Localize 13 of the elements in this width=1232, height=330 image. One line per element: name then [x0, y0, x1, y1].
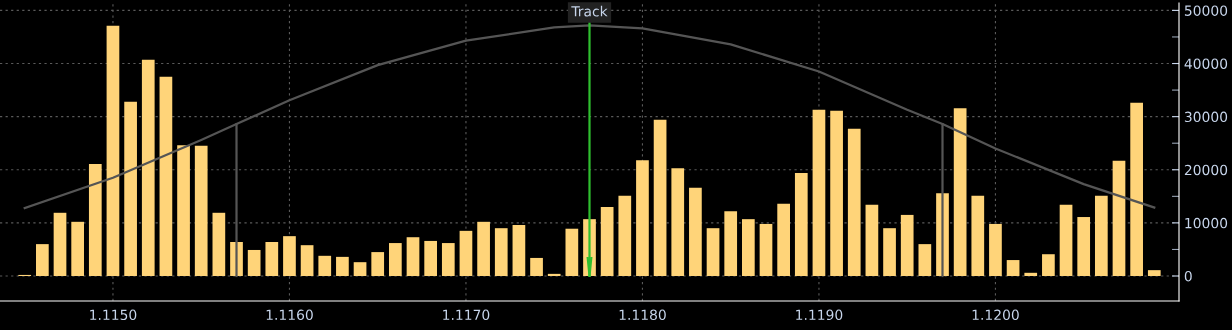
- ref-line-label: Track: [571, 5, 608, 17]
- y-tick-label: 50000: [1184, 5, 1228, 16]
- x-tick-label: 1.1200: [972, 309, 1019, 321]
- y-tick-label: 20000: [1184, 164, 1228, 176]
- y-tick-label: 0: [1184, 270, 1192, 282]
- x-tick-label: 1.1180: [619, 309, 666, 321]
- x-tick-label: 1.1160: [266, 309, 313, 321]
- x-tick-label: 1.1150: [90, 309, 137, 321]
- y-tick-label: 40000: [1184, 58, 1228, 69]
- x-tick-label: 1.1170: [443, 309, 490, 321]
- y-tick-label: 10000: [1185, 217, 1228, 229]
- x-tick-label: 1.1190: [796, 309, 843, 321]
- y-tick-label: 30000: [1184, 111, 1228, 123]
